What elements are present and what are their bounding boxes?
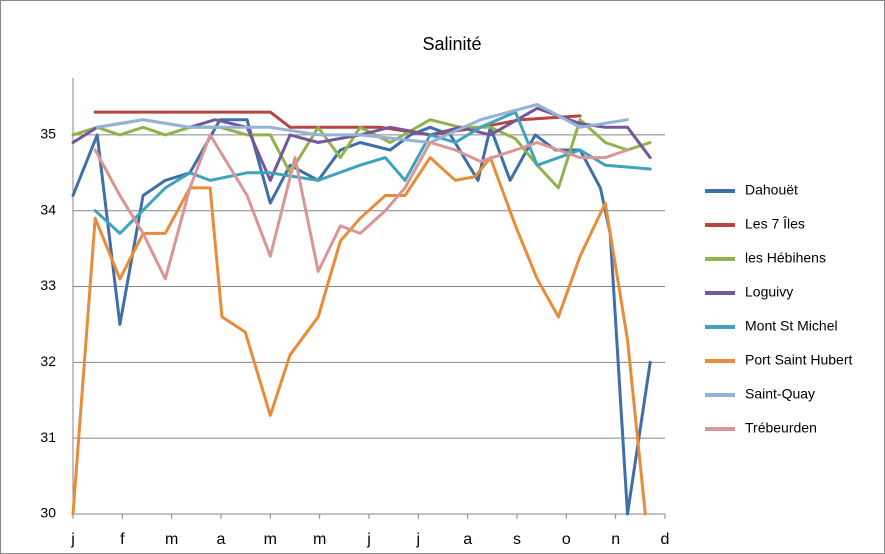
y-tick-label: 34: [40, 201, 56, 217]
x-tick-label: m: [313, 531, 326, 548]
legend-label: Port Saint Hubert: [745, 352, 852, 368]
x-tick-label: d: [661, 531, 670, 548]
x-tick-label: o: [562, 531, 571, 548]
legend-label: Trébeurden: [745, 420, 817, 436]
x-tick-label: a: [217, 531, 226, 548]
x-tick-label: j: [70, 531, 75, 548]
x-tick-label: s: [513, 531, 521, 548]
x-tick-label: f: [120, 531, 125, 548]
series-line: [93, 133, 629, 281]
x-tick-label: j: [416, 531, 421, 548]
x-tick-label: j: [366, 531, 371, 548]
y-tick-label: 35: [40, 126, 56, 142]
y-tick-label: 31: [40, 429, 56, 445]
legend-label: Loguivy: [745, 284, 793, 300]
y-tick-label: 32: [40, 353, 56, 369]
y-tick-label: 33: [40, 277, 56, 293]
series-line: [95, 103, 629, 144]
legend-label: Dahouët: [745, 182, 798, 198]
x-tick-label: m: [165, 531, 178, 548]
x-tick-label: n: [611, 531, 620, 548]
legend-label: Mont St Michel: [745, 318, 838, 334]
y-tick-label: 30: [40, 505, 56, 521]
series-line: [71, 156, 647, 516]
legend-label: Saint-Quay: [745, 386, 815, 402]
series-line: [71, 118, 652, 190]
x-tick-label: m: [264, 531, 277, 548]
legend-label: Les 7 Îles: [745, 216, 805, 232]
chart-title: Salinité: [422, 34, 481, 54]
x-tick-label: a: [463, 531, 472, 548]
series-line: [93, 110, 652, 235]
legend-label: les Hébihens: [745, 250, 826, 266]
